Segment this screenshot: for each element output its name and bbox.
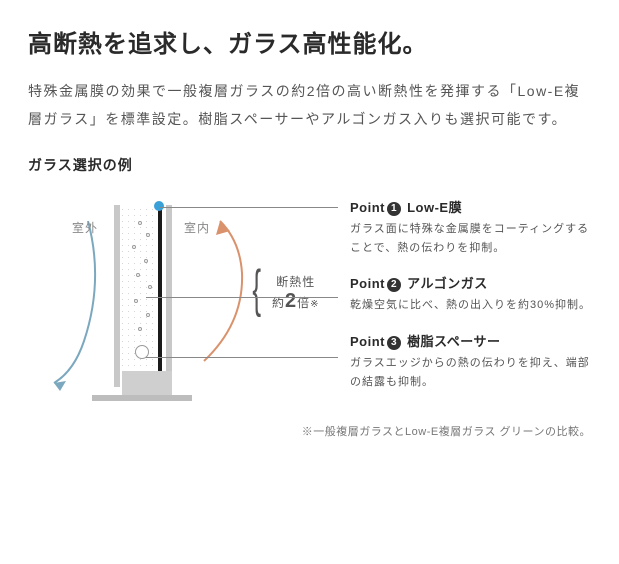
- point-name: アルゴンガス: [403, 276, 488, 291]
- point-desc: ガラス面に特殊な金属膜をコーティングすることで、熱の伝わりを抑制。: [350, 220, 591, 257]
- description: 特殊金属膜の効果で一般複層ガラスの約2倍の高い断熱性を発揮する「Low-E複層ガ…: [28, 77, 591, 133]
- heat-value: 2: [285, 290, 297, 312]
- argon-gas-dot: [144, 259, 148, 263]
- label-inside: 室内: [184, 219, 210, 236]
- footnote: ※一般複層ガラスとLow-E複層ガラス グリーンの比較。: [28, 423, 591, 439]
- argon-gas-dot: [148, 285, 152, 289]
- argon-gas-dot: [136, 273, 140, 277]
- point-name: Low-E膜: [403, 200, 462, 215]
- heat-sup: ※: [310, 299, 319, 310]
- content-row: 室外 室内 { 断熱性 約2倍※ Point1 Low-E膜ガラス面に特殊な金属…: [28, 185, 591, 415]
- point-label: Point: [350, 334, 385, 349]
- argon-gas-dot: [138, 221, 142, 225]
- point-desc: 乾燥空気に比べ、熱の出入りを約30%抑制。: [350, 296, 591, 315]
- point-number-badge: 1: [387, 202, 401, 216]
- heat-prefix: 約: [272, 296, 285, 310]
- heat-performance-label: 断熱性 約2倍※: [272, 273, 320, 313]
- resin-spacer: [122, 371, 172, 395]
- outer-glass-pane: [114, 205, 120, 387]
- brace-icon: {: [252, 263, 261, 315]
- subtitle: ガラス選択の例: [28, 155, 591, 175]
- argon-gas-dot: [138, 327, 142, 331]
- glass-diagram: 室外 室内 { 断熱性 約2倍※: [28, 185, 338, 415]
- point-item: Point1 Low-E膜ガラス面に特殊な金属膜をコーティングすることで、熱の伝…: [350, 197, 591, 257]
- point-item: Point3 樹脂スペーサーガラスエッジからの熱の伝わりを抑え、端部の結露も抑制…: [350, 331, 591, 391]
- points-list: Point1 Low-E膜ガラス面に特殊な金属膜をコーティングすることで、熱の伝…: [350, 185, 591, 407]
- point-number-badge: 3: [387, 336, 401, 350]
- argon-gas-dot: [132, 245, 136, 249]
- point-label: Point: [350, 200, 385, 215]
- argon-gas-dot: [146, 233, 150, 237]
- cold-arrow: [44, 221, 104, 391]
- ground-line: [92, 395, 192, 401]
- point-number-badge: 2: [387, 278, 401, 292]
- point-title: Point3 樹脂スペーサー: [350, 331, 591, 350]
- page-title: 高断熱を追求し、ガラス高性能化。: [28, 24, 591, 59]
- point-name: 樹脂スペーサー: [403, 334, 500, 349]
- lowe-coating: [158, 205, 162, 387]
- leader-line: [160, 207, 338, 208]
- point-item: Point2 アルゴンガス乾燥空気に比べ、熱の出入りを約30%抑制。: [350, 273, 591, 315]
- leader-line: [146, 297, 338, 298]
- point-label: Point: [350, 276, 385, 291]
- lowe-marker-dot: [154, 201, 164, 211]
- leader-line: [146, 357, 338, 358]
- heat-suffix: 倍: [297, 296, 310, 310]
- inner-glass-pane: [166, 205, 172, 387]
- air-gap-hatch: [122, 209, 156, 387]
- point-desc: ガラスエッジからの熱の伝わりを抑え、端部の結露も抑制。: [350, 354, 591, 391]
- point-title: Point2 アルゴンガス: [350, 273, 591, 292]
- argon-gas-dot: [146, 313, 150, 317]
- heat-line1: 断熱性: [272, 273, 320, 290]
- point-title: Point1 Low-E膜: [350, 197, 591, 216]
- label-outside: 室外: [72, 219, 98, 236]
- argon-gas-dot: [134, 299, 138, 303]
